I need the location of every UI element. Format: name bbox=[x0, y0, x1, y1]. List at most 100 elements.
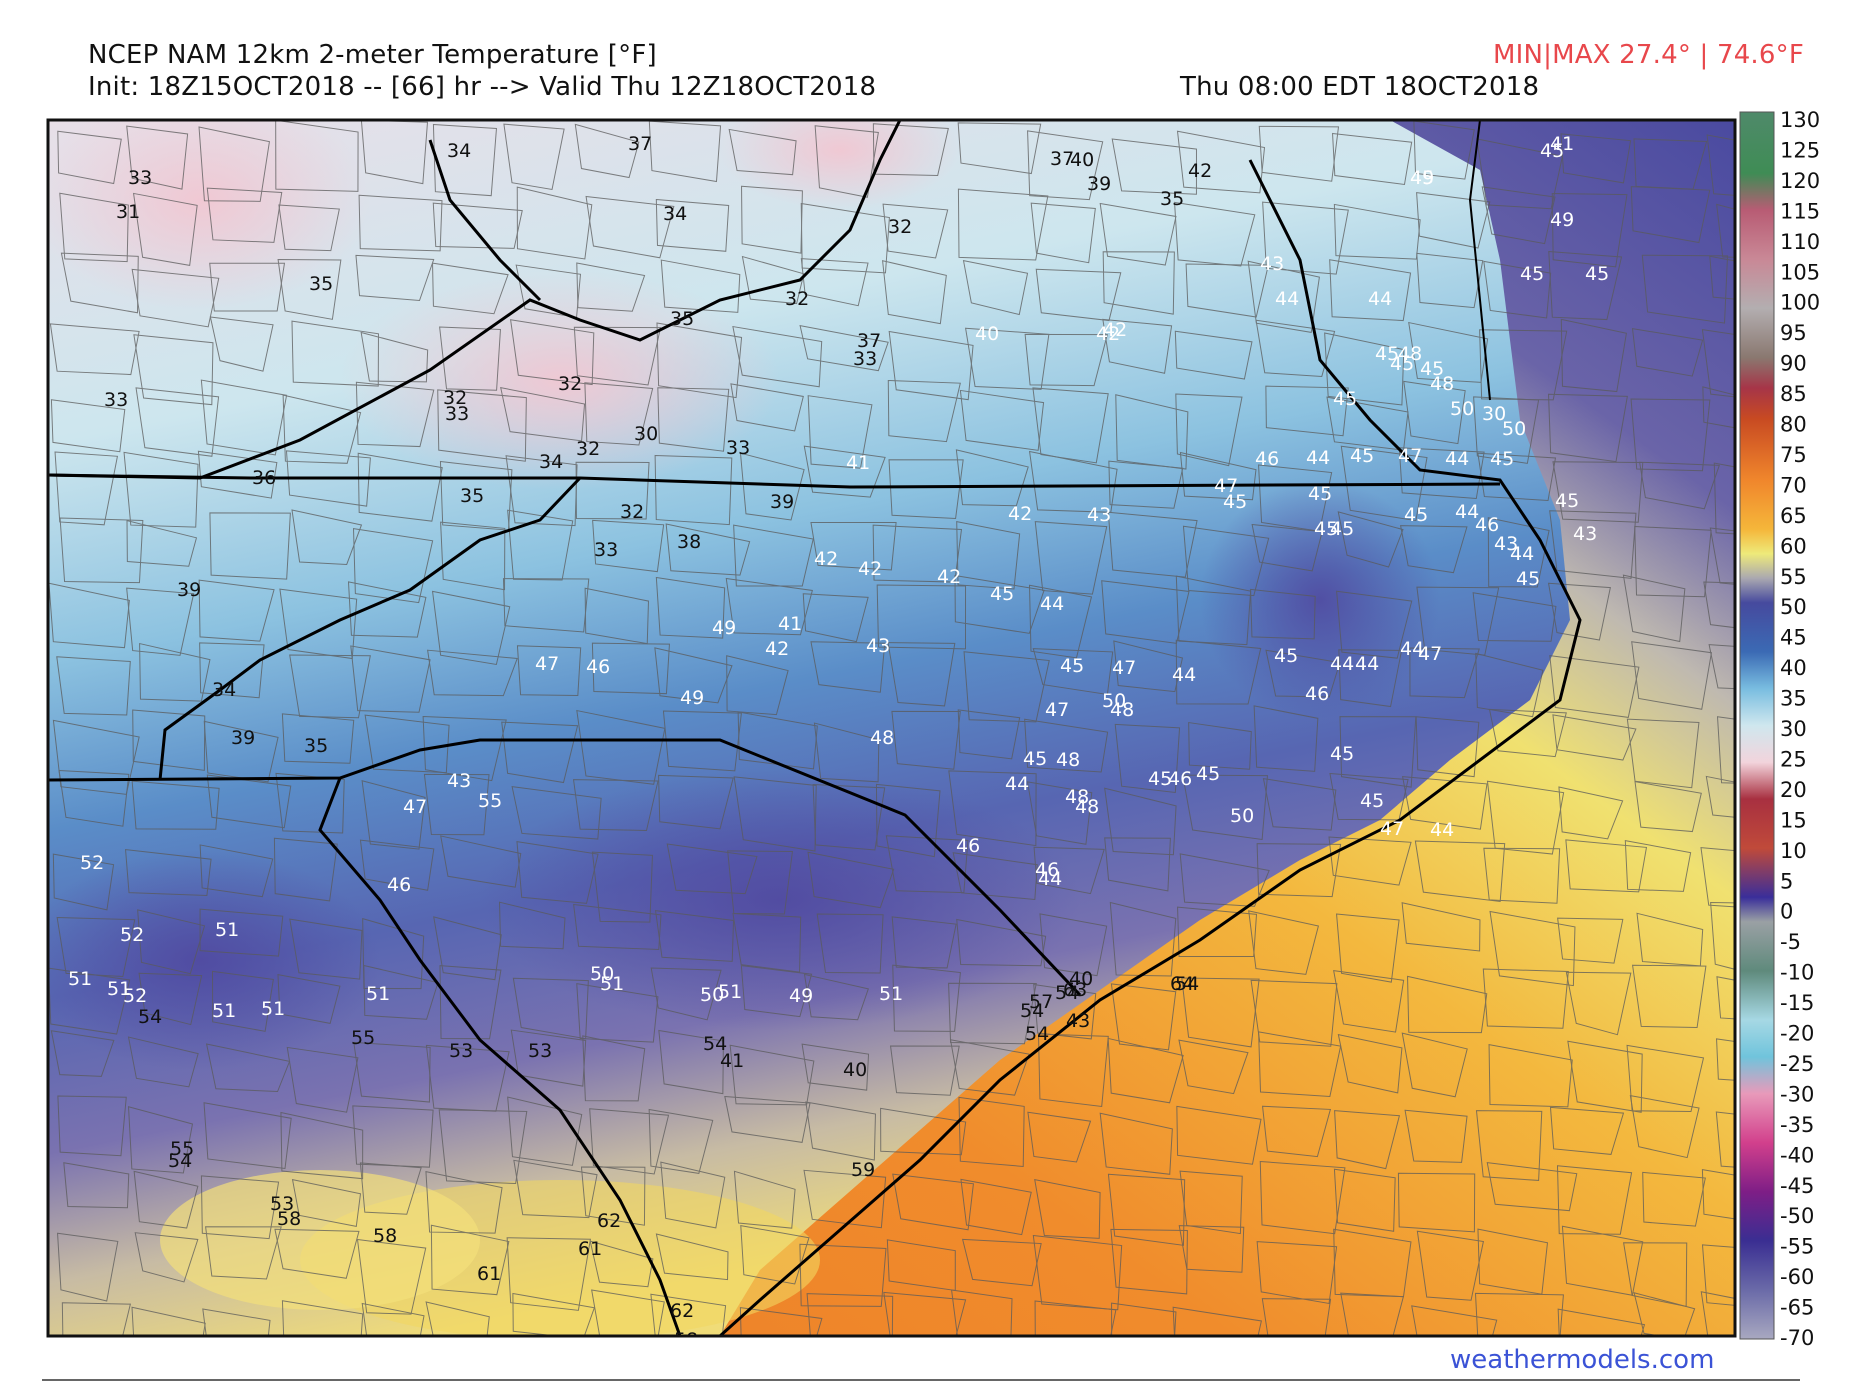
temperature-value-label: 51 bbox=[215, 919, 239, 941]
county-outline bbox=[1175, 575, 1252, 646]
county-outline bbox=[1642, 1171, 1706, 1227]
county-boundaries bbox=[48, 120, 1735, 1336]
county-outline bbox=[357, 452, 443, 522]
county-outline bbox=[891, 916, 957, 969]
temperature-value-label: 36 bbox=[252, 467, 276, 489]
temperature-value-label: 33 bbox=[594, 539, 618, 561]
county-outline bbox=[431, 590, 511, 666]
county-outline bbox=[1481, 186, 1556, 245]
temperature-value-label: 51 bbox=[879, 983, 903, 1005]
county-outline bbox=[1630, 186, 1711, 244]
county-outline bbox=[655, 576, 726, 639]
county-outline bbox=[126, 125, 189, 190]
county-outline bbox=[1178, 1225, 1245, 1273]
county-outline bbox=[280, 1111, 364, 1180]
county-outline bbox=[1104, 787, 1177, 856]
county-outline bbox=[198, 579, 275, 642]
temperature-value-label: 35 bbox=[309, 273, 333, 295]
county-outline bbox=[891, 710, 961, 770]
county-outline bbox=[1182, 774, 1269, 841]
county-outline bbox=[1482, 968, 1569, 1029]
county-outline bbox=[202, 1308, 271, 1336]
colorbar-tick-label: 70 bbox=[1780, 473, 1807, 497]
county-outline bbox=[737, 711, 818, 770]
county-outline bbox=[502, 578, 590, 633]
county-outline bbox=[499, 901, 566, 950]
colorbar-tick-label: -65 bbox=[1780, 1296, 1814, 1320]
county-outline bbox=[199, 844, 274, 898]
county-outline bbox=[1262, 778, 1337, 831]
county-outline bbox=[658, 774, 734, 830]
county-outline bbox=[1258, 1031, 1342, 1098]
temperature-value-label: 42 bbox=[765, 638, 789, 660]
county-outline bbox=[1622, 574, 1686, 643]
temperature-value-label: 39 bbox=[231, 727, 255, 749]
county-outline bbox=[1700, 1291, 1735, 1336]
county-outline bbox=[1701, 1244, 1735, 1306]
county-outline bbox=[1035, 268, 1122, 322]
county-outline bbox=[1409, 647, 1480, 699]
source-credit[interactable]: weathermodels.com bbox=[1450, 1345, 1715, 1375]
temperature-value-label: 46 bbox=[1255, 448, 1279, 470]
county-outline bbox=[872, 123, 949, 176]
county-outline bbox=[1034, 521, 1108, 595]
county-outline bbox=[1404, 1109, 1468, 1163]
county-outline bbox=[359, 1162, 422, 1215]
county-outline bbox=[576, 262, 646, 312]
county-outline bbox=[1032, 648, 1114, 696]
county-outline bbox=[1416, 192, 1491, 249]
colorbar-tick-label: -15 bbox=[1780, 991, 1814, 1015]
county-outline bbox=[516, 186, 593, 260]
county-outline bbox=[1486, 780, 1565, 855]
county-outline bbox=[665, 523, 751, 576]
county-outline bbox=[1713, 462, 1735, 535]
county-outline bbox=[741, 185, 803, 254]
county-outline bbox=[501, 721, 579, 784]
county-outline bbox=[352, 528, 434, 604]
county-outline bbox=[739, 452, 805, 521]
county-outline bbox=[1032, 1234, 1123, 1311]
county-outline bbox=[803, 973, 869, 1021]
county-outline bbox=[1177, 906, 1258, 958]
county-outline bbox=[137, 909, 206, 975]
temperature-value-label: 54 bbox=[703, 1033, 727, 1055]
temperature-value-label: 61 bbox=[578, 1238, 602, 1260]
colorbar bbox=[1739, 111, 1775, 1340]
county-outline bbox=[1716, 203, 1735, 258]
county-outline bbox=[1548, 393, 1628, 463]
county-outline bbox=[1255, 319, 1336, 377]
county-outline bbox=[1631, 328, 1704, 377]
county-outline bbox=[1547, 582, 1611, 641]
county-outline bbox=[516, 840, 599, 904]
county-outline bbox=[359, 839, 435, 891]
county-outline bbox=[1115, 394, 1189, 470]
county-outline bbox=[957, 188, 1049, 261]
county-outline bbox=[511, 785, 602, 840]
county-outline bbox=[654, 910, 735, 962]
colorbar-tick-label: 50 bbox=[1780, 595, 1807, 619]
county-outline bbox=[433, 916, 502, 981]
county-outline bbox=[356, 1238, 427, 1315]
county-outline bbox=[363, 964, 439, 1020]
temperature-value-label: 49 bbox=[789, 985, 813, 1007]
temperature-value-label: 42 bbox=[858, 558, 882, 580]
county-outline bbox=[423, 773, 490, 836]
county-outline bbox=[198, 126, 270, 202]
county-outline bbox=[1475, 652, 1544, 718]
county-outline bbox=[1473, 396, 1540, 464]
temperature-value-label: 39 bbox=[770, 491, 794, 513]
temperature-value-label: 45 bbox=[1148, 768, 1172, 790]
ky-va-wv-border bbox=[48, 120, 902, 480]
county-outline bbox=[1333, 1168, 1396, 1232]
county-outline bbox=[1549, 510, 1637, 579]
county-outline bbox=[1253, 705, 1319, 772]
county-outline bbox=[56, 916, 136, 978]
temperature-value-label: 43 bbox=[447, 770, 471, 792]
county-outline bbox=[732, 912, 802, 973]
county-outline bbox=[131, 780, 220, 830]
county-outline bbox=[1624, 840, 1692, 892]
county-outline bbox=[1556, 1165, 1633, 1235]
county-outline bbox=[1702, 386, 1735, 429]
county-outline bbox=[1716, 716, 1735, 784]
county-outline bbox=[880, 1107, 967, 1156]
